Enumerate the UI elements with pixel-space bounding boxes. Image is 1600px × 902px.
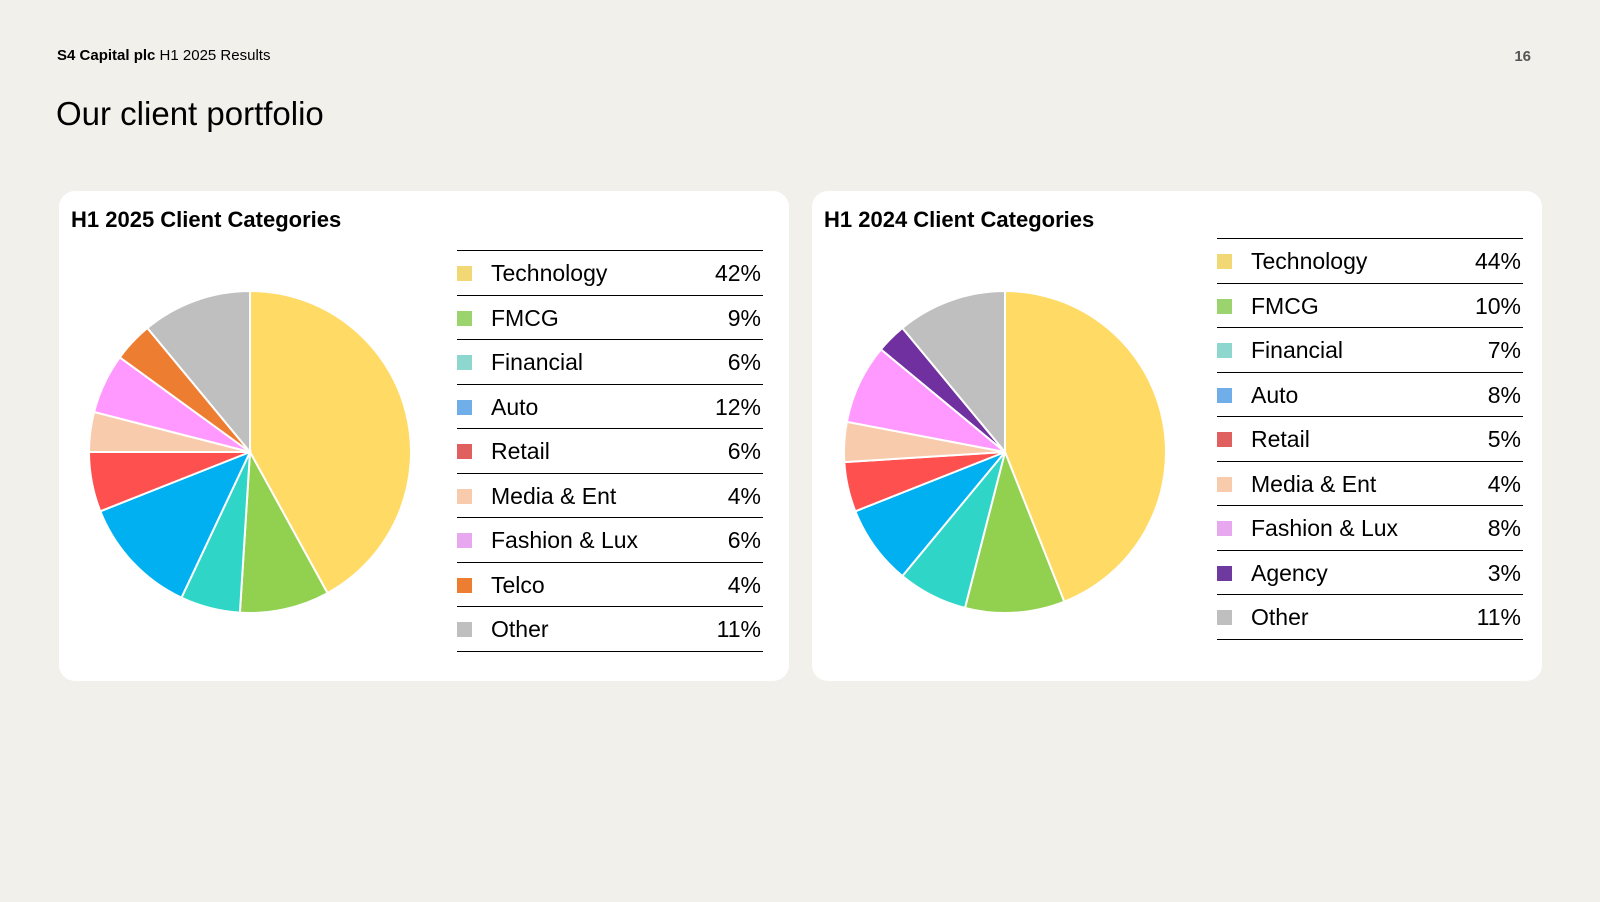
pie-slice-technology	[249, 289, 412, 595]
legend-row-financial: Financial 6%	[457, 340, 763, 385]
legend-value: 8%	[1487, 381, 1521, 408]
legend-label: Fashion & Lux	[491, 527, 639, 553]
chart-card-h1-2024: H1 2024 Client Categories Technology 44% F…	[812, 191, 1542, 681]
legend-value: 6%	[727, 349, 761, 375]
legend-value: 4%	[727, 571, 761, 598]
report-name: H1 2025 Results	[159, 47, 271, 64]
legend-swatch	[1217, 565, 1232, 581]
legend-swatch	[457, 266, 472, 281]
legend-row-retail: Retail 5%	[1217, 417, 1523, 462]
legend-swatch	[457, 399, 472, 415]
pie-slice-fmcg	[238, 448, 329, 614]
legend-label: Retail	[491, 438, 550, 464]
legend-swatch	[1217, 254, 1232, 269]
legend-label: FMCG	[491, 304, 559, 331]
legend-value: 42%	[714, 260, 761, 286]
legend-row-retail: Retail 6%	[457, 429, 763, 474]
chart-card-h1-2025: H1 2025 Client Categories Technology 42% F…	[59, 191, 789, 681]
legend-row-technology: Technology 44%	[1217, 239, 1523, 284]
legend-label: Telco	[491, 571, 545, 598]
pie-chart	[87, 289, 412, 614]
legend-value: 11%	[1476, 604, 1521, 630]
legend-row-fmcg: FMCG 10%	[1217, 284, 1523, 328]
legend-swatch	[457, 488, 472, 504]
legend-label: Agency	[1251, 559, 1328, 586]
legend-swatch	[457, 577, 472, 593]
legend-value: 3%	[1487, 559, 1521, 586]
page-title: Our client portfolio	[56, 95, 324, 132]
legend-label: Financial	[491, 349, 584, 375]
legend-swatch	[1217, 476, 1232, 492]
legend-row-financial: Financial 7%	[1217, 328, 1523, 373]
chart-title: H1 2025 Client Categories	[71, 207, 342, 232]
legend-row-other: Other 11%	[457, 607, 763, 652]
legend-value: 12%	[714, 393, 761, 420]
legend-swatch	[1217, 387, 1232, 403]
legend-swatch	[1217, 610, 1232, 625]
pie-slice-fmcg	[963, 448, 1066, 614]
legend-swatch	[457, 310, 472, 326]
legend-label: Other	[1251, 604, 1309, 630]
legend-row-technology: Technology 42%	[457, 251, 763, 296]
legend-row-fmcg: FMCG 9%	[457, 296, 763, 340]
legend-label: Technology	[491, 260, 608, 286]
legend-swatch	[1217, 298, 1232, 314]
legend-label: Technology	[1251, 248, 1368, 274]
chart-legend: Technology 44% FMCG 10% Financial 7% Auto 8% Ret…	[1217, 238, 1523, 640]
chart-legend: Technology 42% FMCG 9% Financial 6% Auto 12% Ret…	[457, 250, 763, 652]
legend-value: 8%	[1487, 515, 1521, 541]
legend-row-auto: Auto 12%	[457, 385, 763, 429]
legend-value: 7%	[1487, 337, 1521, 363]
legend-value: 4%	[727, 482, 761, 509]
legend-swatch	[1217, 343, 1232, 358]
legend-row-telco: Telco 4%	[457, 563, 763, 607]
legend-label: Other	[491, 616, 549, 642]
legend-label: Media & Ent	[1251, 470, 1377, 497]
legend-swatch	[457, 355, 472, 370]
legend-swatch	[457, 622, 472, 637]
legend-value: 10%	[1474, 292, 1521, 319]
legend-row-other: Other 11%	[1217, 595, 1523, 640]
legend-value: 6%	[727, 527, 761, 553]
legend-value: 4%	[1487, 470, 1521, 497]
legend-swatch	[457, 533, 472, 548]
legend-value: 6%	[727, 438, 761, 464]
legend-label: FMCG	[1251, 292, 1319, 319]
legend-value: 44%	[1474, 248, 1521, 274]
legend-row-fashion-and-lux: Fashion & Lux 6%	[457, 518, 763, 563]
legend-value: 5%	[1487, 426, 1521, 452]
legend-row-media-and-ent: Media & Ent 4%	[457, 474, 763, 518]
legend-row-fashion-and-lux: Fashion & Lux 8%	[1217, 506, 1523, 551]
pie-slice-other	[900, 289, 1006, 455]
legend-swatch	[457, 444, 472, 459]
legend-label: Auto	[1251, 381, 1299, 408]
legend-label: Fashion & Lux	[1251, 515, 1399, 541]
legend-label: Retail	[1251, 426, 1310, 452]
legend-label: Financial	[1251, 337, 1344, 363]
legend-swatch	[1217, 521, 1232, 536]
company-name: S4 Capital plc	[57, 47, 156, 64]
legend-swatch	[1217, 432, 1232, 447]
chart-title: H1 2024 Client Categories	[824, 207, 1095, 232]
legend-row-media-and-ent: Media & Ent 4%	[1217, 462, 1523, 506]
report-header: S4 Capital plc H1 2025 Results	[57, 47, 270, 64]
legend-value: 9%	[727, 304, 761, 331]
legend-value: 11%	[716, 616, 761, 642]
legend-row-auto: Auto 8%	[1217, 373, 1523, 417]
pie-slice-technology	[1004, 289, 1167, 603]
legend-label: Media & Ent	[491, 482, 617, 509]
page-number: 16	[1514, 48, 1531, 65]
pie-slice-auto	[99, 450, 252, 600]
pie-chart	[843, 289, 1167, 614]
pie-slice-other	[145, 289, 251, 455]
legend-row-agency: Agency 3%	[1217, 551, 1523, 595]
legend-label: Auto	[491, 393, 539, 420]
